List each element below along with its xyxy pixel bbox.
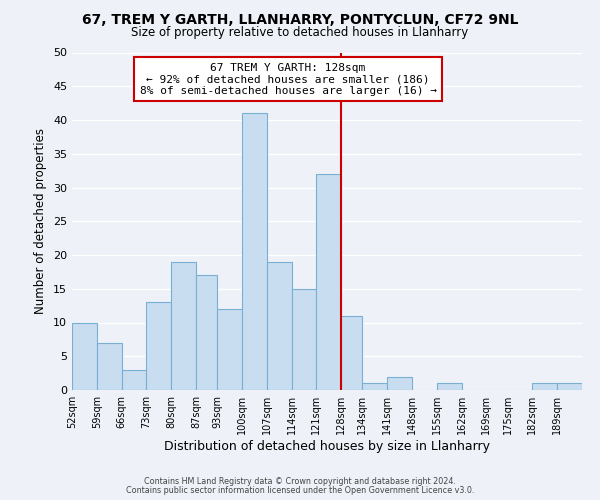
X-axis label: Distribution of detached houses by size in Llanharry: Distribution of detached houses by size … [164, 440, 490, 453]
Bar [267, 262, 292, 390]
Bar [171, 262, 196, 390]
Y-axis label: Number of detached properties: Number of detached properties [34, 128, 47, 314]
Bar [341, 316, 362, 390]
Text: Size of property relative to detached houses in Llanharry: Size of property relative to detached ho… [131, 26, 469, 39]
Bar [292, 289, 316, 390]
Bar [217, 309, 242, 390]
Bar [387, 376, 412, 390]
Bar [122, 370, 146, 390]
Bar [97, 343, 122, 390]
Bar [72, 322, 97, 390]
Bar [532, 383, 557, 390]
Text: 67 TREM Y GARTH: 128sqm
← 92% of detached houses are smaller (186)
8% of semi-de: 67 TREM Y GARTH: 128sqm ← 92% of detache… [140, 62, 437, 96]
Bar [242, 114, 267, 390]
Bar [362, 383, 387, 390]
Bar [557, 383, 582, 390]
Text: Contains public sector information licensed under the Open Government Licence v3: Contains public sector information licen… [126, 486, 474, 495]
Bar [146, 302, 171, 390]
Bar [437, 383, 461, 390]
Bar [196, 275, 217, 390]
Text: Contains HM Land Registry data © Crown copyright and database right 2024.: Contains HM Land Registry data © Crown c… [144, 477, 456, 486]
Text: 67, TREM Y GARTH, LLANHARRY, PONTYCLUN, CF72 9NL: 67, TREM Y GARTH, LLANHARRY, PONTYCLUN, … [82, 12, 518, 26]
Bar [316, 174, 341, 390]
